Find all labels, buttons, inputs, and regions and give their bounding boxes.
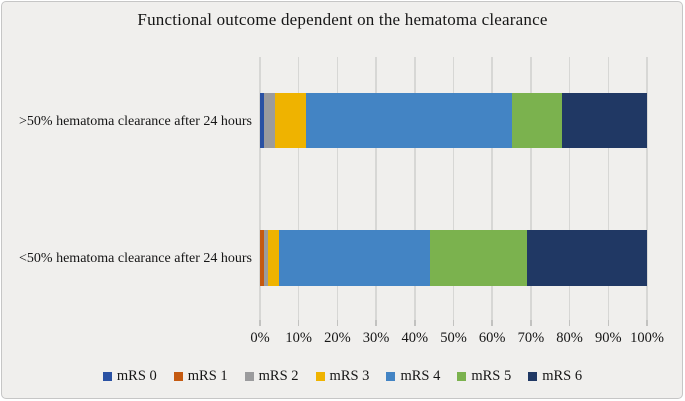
legend-item-mrs-6: mRS 6: [528, 368, 582, 385]
axis-tick: [491, 320, 493, 326]
legend-swatch-icon: [386, 372, 396, 381]
bar-segment-mrs-5: [511, 93, 562, 148]
legend-item-mrs-2: mRS 2: [244, 368, 299, 385]
legend-label: mRS 4: [400, 368, 441, 384]
axis-tick: [336, 320, 339, 326]
bar-segment-mrs-2: [263, 230, 268, 286]
category-label-1: <50% hematoma clearance after 24 hours: [19, 251, 252, 266]
x-axis-label: 50%: [440, 330, 467, 346]
gridline: [530, 57, 532, 320]
gridline: [607, 57, 610, 320]
x-axis-label: 0%: [250, 330, 270, 346]
x-axis-label: 30%: [362, 330, 390, 346]
bar-segment-mrs-2: [263, 93, 276, 148]
x-axis-label: 10%: [285, 330, 312, 346]
legend-item-mrs-0: mRS 0: [102, 368, 157, 385]
x-axis-label: 80%: [556, 330, 583, 346]
x-axis-label: 40%: [401, 330, 429, 346]
bar-segment-mrs-4: [279, 230, 431, 286]
x-axis-label: 20%: [324, 330, 351, 346]
axis-tick: [414, 320, 416, 326]
stacked-bar-1: [260, 230, 647, 286]
gridline: [452, 57, 455, 320]
legend-label: mRS 6: [542, 368, 583, 384]
bar-segment-mrs-6: [527, 230, 647, 286]
legend-label: mRS 2: [258, 368, 299, 384]
gridline: [375, 57, 377, 320]
bar-segment-mrs-3: [275, 93, 307, 148]
legend-label: mRS 0: [116, 368, 157, 384]
x-axis-label: 100%: [630, 330, 664, 346]
legend-label: mRS 5: [471, 368, 512, 384]
chart-title: Functional outcome dependent on the hema…: [137, 10, 548, 29]
axis-tick: [568, 320, 571, 326]
bar-segment-mrs-1: [260, 230, 264, 286]
axis-tick: [452, 320, 455, 326]
plot-area: [259, 57, 648, 326]
bar-segment-mrs-6: [561, 93, 647, 148]
chart-legend: mRS 0 mRS 1 mRS 2 mRS 3 mRS 4 mRS 5 mRS 6: [0, 368, 685, 385]
bar-segment-mrs-4: [306, 93, 512, 148]
x-axis-label: 90%: [595, 330, 622, 346]
axis-tick: [375, 320, 377, 326]
legend-swatch-icon: [102, 372, 112, 381]
category-label-0: >50% hematoma clearance after 24 hours: [19, 114, 252, 129]
gridline: [568, 57, 571, 320]
bar-segment-mrs-5: [430, 230, 527, 286]
gridline: [491, 57, 493, 320]
axis-tick: [530, 320, 532, 326]
gridline: [259, 57, 261, 320]
legend-swatch-icon: [528, 372, 538, 381]
legend-label: mRS 3: [329, 368, 370, 384]
legend-label: mRS 1: [187, 368, 228, 384]
legend-swatch-icon: [457, 372, 467, 381]
gridline: [336, 57, 339, 320]
legend-swatch-icon: [173, 372, 183, 381]
axis-tick: [297, 320, 300, 326]
legend-item-mrs-5: mRS 5: [457, 368, 511, 385]
bar-segment-mrs-0: [260, 93, 264, 148]
axis-tick: [646, 320, 648, 326]
legend-swatch-icon: [315, 372, 325, 381]
gridline: [414, 57, 416, 320]
gridline: [646, 57, 648, 320]
legend-item-mrs-4: mRS 4: [386, 368, 440, 385]
x-axis-label: 60%: [478, 330, 506, 346]
legend-item-mrs-3: mRS 3: [315, 368, 370, 385]
gridline: [297, 57, 300, 320]
x-axis-label: 70%: [517, 330, 545, 346]
legend-item-mrs-1: mRS 1: [173, 368, 228, 385]
legend-swatch-icon: [244, 372, 254, 381]
axis-tick: [607, 320, 610, 326]
bar-segment-mrs-3: [267, 230, 280, 286]
stacked-bar-0: [260, 93, 647, 148]
axis-tick: [259, 320, 261, 326]
